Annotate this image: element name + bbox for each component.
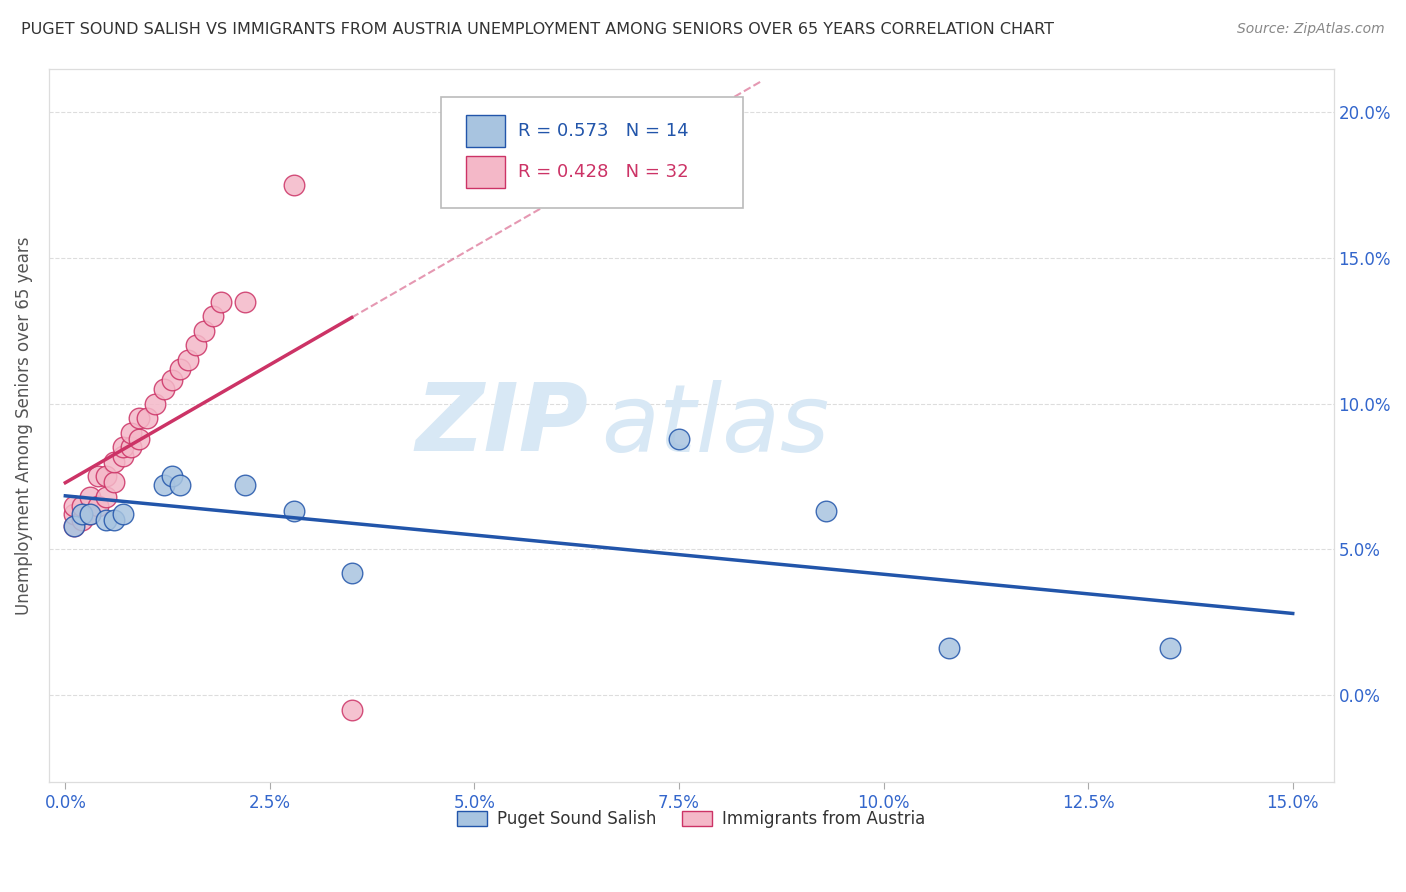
- Text: atlas: atlas: [602, 380, 830, 471]
- Point: [201, 309, 224, 323]
- Point: [111, 508, 134, 522]
- Point: [103, 455, 125, 469]
- FancyBboxPatch shape: [467, 155, 505, 187]
- Point: [193, 324, 215, 338]
- Point: [815, 504, 838, 518]
- Text: PUGET SOUND SALISH VS IMMIGRANTS FROM AUSTRIA UNEMPLOYMENT AMONG SENIORS OVER 65: PUGET SOUND SALISH VS IMMIGRANTS FROM AU…: [21, 22, 1054, 37]
- Point: [70, 508, 93, 522]
- FancyBboxPatch shape: [441, 97, 742, 208]
- Point: [87, 469, 110, 483]
- Point: [111, 440, 134, 454]
- Point: [160, 373, 183, 387]
- Text: ZIP: ZIP: [416, 379, 589, 472]
- Point: [128, 411, 150, 425]
- Point: [177, 352, 200, 367]
- Point: [152, 382, 174, 396]
- Point: [235, 478, 257, 492]
- Point: [340, 702, 363, 716]
- Y-axis label: Unemployment Among Seniors over 65 years: Unemployment Among Seniors over 65 years: [15, 236, 32, 615]
- Point: [169, 478, 191, 492]
- Point: [283, 178, 305, 192]
- Point: [120, 425, 142, 440]
- Point: [160, 469, 183, 483]
- Point: [103, 513, 125, 527]
- Point: [668, 432, 690, 446]
- Point: [96, 490, 118, 504]
- Point: [79, 490, 101, 504]
- Text: R = 0.428   N = 32: R = 0.428 N = 32: [517, 163, 689, 181]
- Point: [70, 499, 93, 513]
- Point: [136, 411, 159, 425]
- Point: [209, 294, 232, 309]
- Point: [938, 641, 960, 656]
- Text: R = 0.573   N = 14: R = 0.573 N = 14: [517, 122, 689, 140]
- Point: [96, 513, 118, 527]
- Point: [186, 338, 208, 352]
- Point: [62, 499, 84, 513]
- Point: [120, 440, 142, 454]
- FancyBboxPatch shape: [467, 115, 505, 147]
- Point: [79, 508, 101, 522]
- Point: [87, 499, 110, 513]
- Point: [103, 475, 125, 490]
- Point: [79, 508, 101, 522]
- Point: [111, 449, 134, 463]
- Point: [283, 504, 305, 518]
- Text: Source: ZipAtlas.com: Source: ZipAtlas.com: [1237, 22, 1385, 37]
- Point: [96, 469, 118, 483]
- Point: [235, 294, 257, 309]
- Point: [128, 432, 150, 446]
- Point: [1159, 641, 1181, 656]
- Point: [62, 508, 84, 522]
- Legend: Puget Sound Salish, Immigrants from Austria: Puget Sound Salish, Immigrants from Aust…: [451, 804, 932, 835]
- Point: [62, 519, 84, 533]
- Point: [169, 361, 191, 376]
- Point: [70, 513, 93, 527]
- Point: [143, 396, 166, 410]
- Point: [340, 566, 363, 580]
- Point: [152, 478, 174, 492]
- Point: [62, 519, 84, 533]
